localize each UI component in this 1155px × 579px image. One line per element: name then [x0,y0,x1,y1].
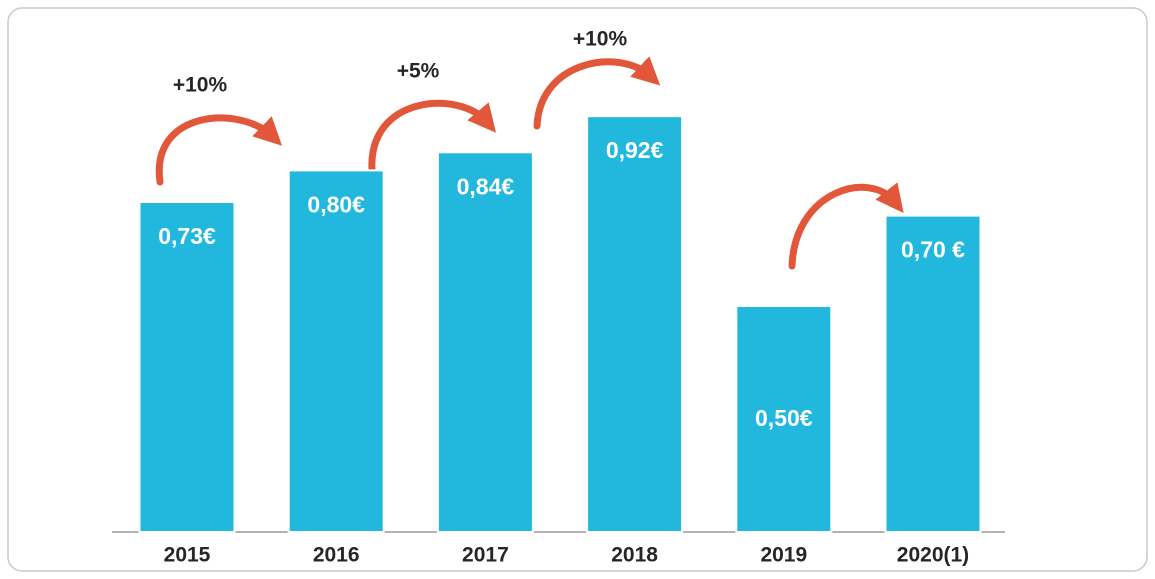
bar [735,305,833,533]
arrow [533,56,661,130]
bar [436,151,534,533]
bar [586,115,684,533]
x-tick-label: 2015 [164,544,211,567]
arrow [788,182,904,270]
bar [287,169,385,533]
x-tick-label: 2020(1) [897,544,969,567]
value-label: 0,80€ [307,191,365,217]
annotation: +10% [573,28,628,51]
annotation: +5% [397,60,440,83]
annotation: +10% [173,74,228,97]
x-tick-label: 2019 [760,544,807,567]
arrow [155,114,283,186]
x-tick-label: 2017 [462,544,509,567]
arrow [368,99,497,174]
value-label: 0,50€ [755,405,813,431]
bar [884,214,982,533]
x-tick-label: 2018 [611,544,658,567]
value-label: 0,73€ [158,223,216,249]
bar [138,201,236,533]
x-tick-label: 2016 [313,544,360,567]
value-label: 0,84€ [457,173,515,199]
value-label: 0,70 € [901,237,965,263]
value-label: 0,92€ [606,137,664,163]
